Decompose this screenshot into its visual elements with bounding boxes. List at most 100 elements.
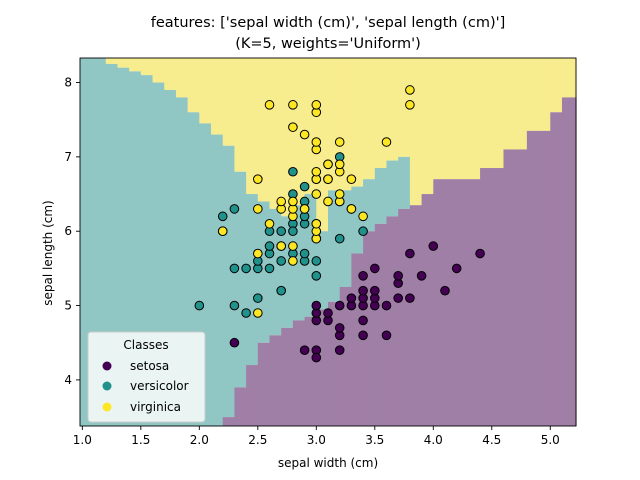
region-virginica: [433, 58, 481, 180]
region-virginica: [222, 58, 236, 146]
point-setosa: [323, 308, 333, 318]
region-virginica: [363, 58, 376, 180]
point-virginica: [217, 226, 228, 237]
point-setosa: [393, 293, 403, 303]
region-virginica: [398, 58, 411, 157]
point-virginica: [288, 100, 298, 110]
region-virginica: [281, 58, 294, 217]
point-virginica: [334, 137, 345, 147]
point-virginica: [253, 174, 263, 184]
point-setosa: [358, 285, 368, 296]
y-tick-label: 4: [64, 373, 72, 387]
point-virginica: [253, 248, 263, 259]
point-virginica: [253, 204, 263, 214]
point-versicolor: [264, 241, 275, 251]
point-virginica: [299, 204, 310, 214]
point-virginica: [288, 122, 298, 132]
region-setosa: [398, 208, 411, 426]
region-setosa: [246, 365, 259, 426]
point-virginica: [405, 85, 415, 95]
y-axis-ticks: 4 5 6 7 8: [64, 76, 80, 387]
legend-title: Classes: [123, 338, 168, 352]
point-setosa: [311, 300, 322, 311]
region-virginica: [211, 58, 224, 135]
point-setosa: [358, 330, 368, 341]
x-tick-label: 5.0: [541, 433, 560, 447]
y-tick-label: 5: [64, 299, 72, 313]
point-setosa: [405, 293, 415, 303]
point-virginica: [299, 129, 310, 140]
region-setosa: [561, 97, 577, 426]
region-versicolor: [363, 179, 376, 232]
y-tick-label: 6: [64, 224, 72, 238]
point-versicolor: [229, 300, 240, 311]
region-virginica: [480, 58, 505, 169]
region-virginica: [409, 58, 423, 206]
point-virginica: [334, 159, 345, 170]
chart-title: features: ['sepal width (cm)', 'sepal le…: [151, 15, 506, 31]
region-versicolor: [398, 156, 411, 209]
chart-subtitle: (K=5, weights='Uniform'): [235, 36, 421, 52]
point-virginica: [323, 174, 333, 184]
point-setosa: [299, 345, 310, 355]
point-virginica: [311, 100, 322, 110]
legend-marker-setosa: [102, 361, 112, 371]
region-versicolor: [246, 194, 259, 366]
x-tick-label: 2.0: [190, 433, 209, 447]
region-setosa: [480, 168, 505, 426]
point-virginica: [288, 256, 298, 266]
region-virginica: [105, 58, 119, 64]
point-versicolor: [311, 271, 322, 281]
legend-marker-versicolor: [102, 381, 112, 391]
point-setosa: [381, 330, 392, 341]
region-virginica: [257, 58, 271, 202]
point-virginica: [264, 100, 275, 110]
plot-frame: [79, 57, 577, 427]
point-virginica: [346, 204, 357, 214]
legend-label-versicolor: versicolor: [130, 379, 189, 393]
legend-label-setosa: setosa: [130, 359, 169, 373]
region-setosa: [503, 149, 528, 426]
point-virginica: [346, 174, 357, 184]
region-versicolor: [351, 186, 364, 254]
region-setosa: [234, 387, 247, 426]
legend-box: [87, 331, 206, 423]
point-versicolor: [276, 256, 287, 266]
point-setosa: [346, 293, 357, 303]
region-setosa: [374, 223, 388, 426]
region-virginica: [374, 58, 388, 169]
point-versicolor: [288, 226, 298, 237]
region-virginica: [246, 58, 259, 195]
point-virginica: [253, 308, 263, 318]
region-setosa: [292, 320, 306, 426]
region-virginica: [269, 58, 282, 209]
point-versicolor: [264, 263, 275, 274]
region-versicolor: [80, 58, 89, 426]
point-versicolor: [253, 293, 263, 303]
region-setosa: [550, 112, 563, 427]
point-versicolor: [311, 256, 322, 266]
region-versicolor: [386, 160, 399, 217]
x-tick-label: 3.0: [307, 433, 326, 447]
point-versicolor: [229, 204, 240, 214]
x-tick-label: 2.5: [248, 433, 267, 447]
point-virginica: [323, 196, 333, 207]
data-points: [194, 85, 485, 363]
point-setosa: [311, 352, 322, 363]
x-tick-label: 3.5: [365, 433, 384, 447]
point-setosa: [369, 285, 380, 296]
region-versicolor: [328, 190, 341, 302]
x-tick-label: 1.5: [131, 433, 150, 447]
region-virginica: [199, 58, 212, 124]
point-setosa: [358, 315, 368, 326]
region-virginica: [175, 58, 189, 98]
point-versicolor: [276, 226, 287, 237]
point-virginica: [381, 137, 392, 147]
point-setosa: [229, 337, 240, 348]
y-tick-label: 7: [64, 150, 72, 164]
region-virginica: [187, 58, 200, 113]
region-setosa: [316, 309, 329, 426]
point-setosa: [428, 241, 439, 251]
region-setosa: [222, 417, 236, 426]
